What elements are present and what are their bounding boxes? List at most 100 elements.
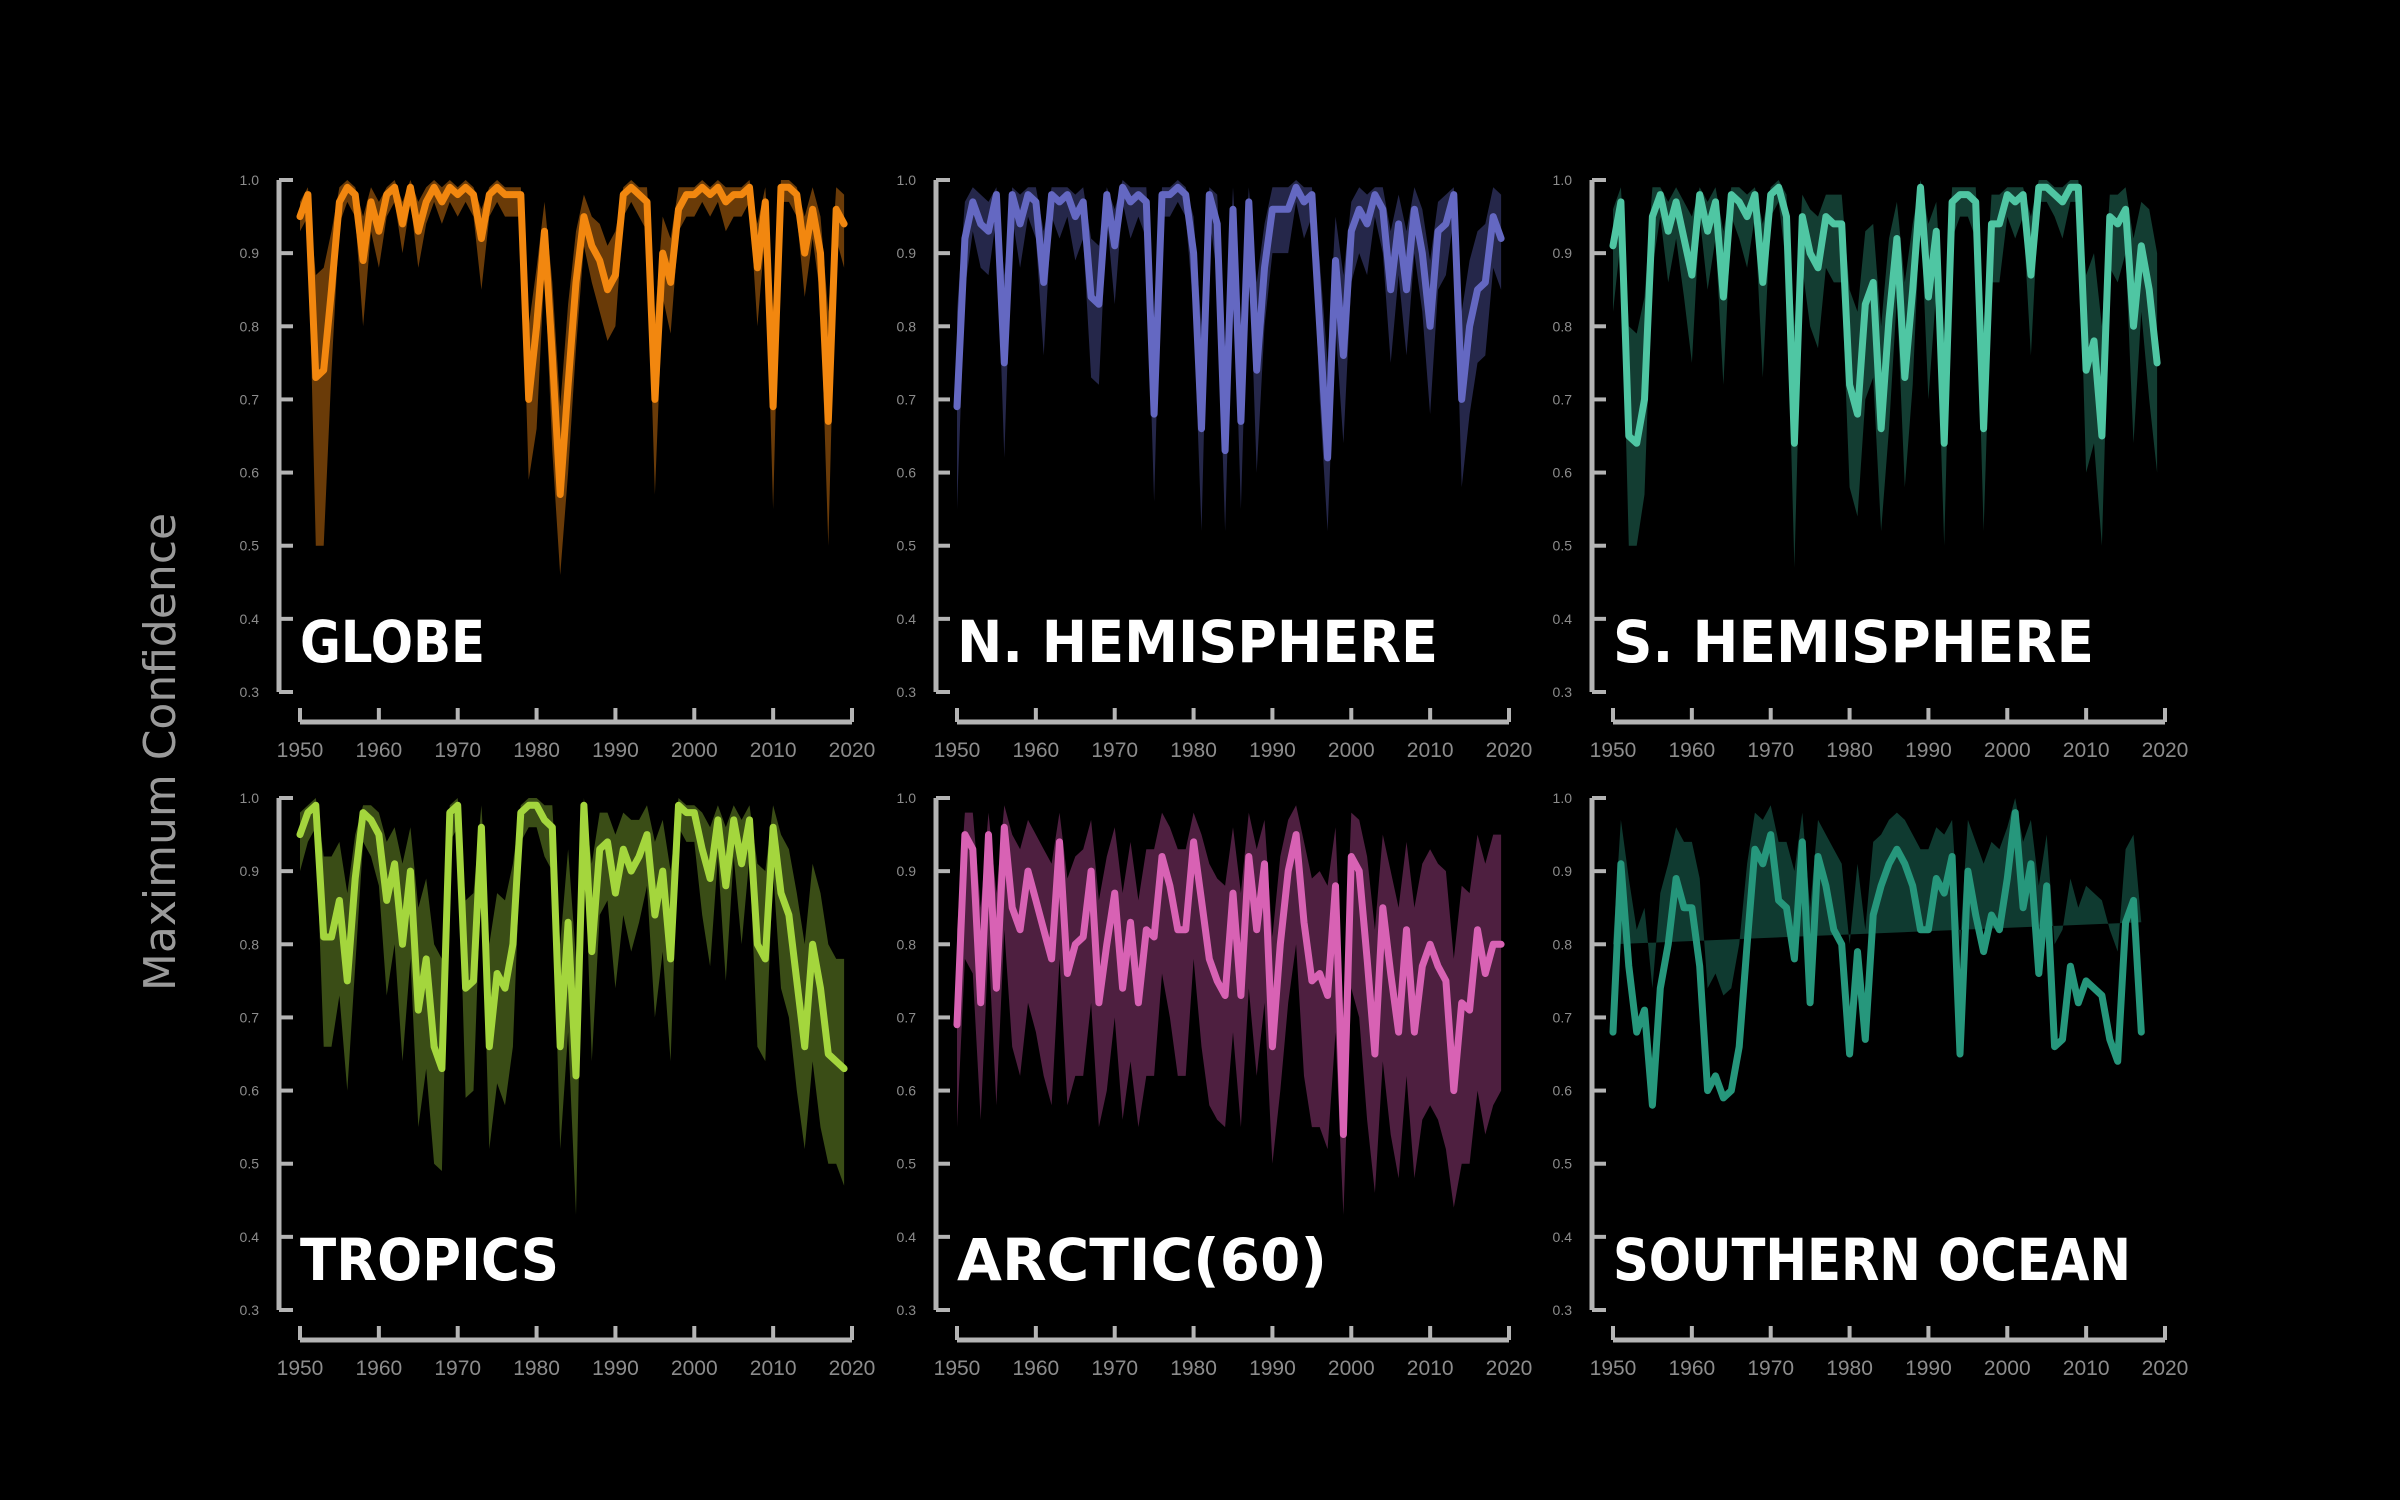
panel-title-arctic-60: ARCTIC(60) <box>957 1226 1327 1294</box>
x-tick-label: 1960 <box>1012 739 1059 762</box>
y-tick-label: 0.9 <box>240 245 260 261</box>
y-tick-label: 0.7 <box>897 391 917 407</box>
x-tick-label: 2010 <box>1407 1357 1454 1380</box>
y-tick-label: 0.7 <box>1553 391 1573 407</box>
panel-title-globe: GLOBE <box>300 608 485 676</box>
x-tick-label: 2010 <box>2063 739 2110 762</box>
y-tick-label: 0.5 <box>240 538 260 554</box>
y-tick-label: 0.5 <box>897 538 917 554</box>
y-tick-label: 0.6 <box>897 465 917 481</box>
y-tick-label: 0.3 <box>897 684 917 700</box>
panel-tropics: 0.3 0.4 0.5 0.6 0.7 0.8 0.9 1.0 1950 1960 1970 1980… <box>240 790 876 1380</box>
x-tick-label: 1950 <box>934 739 981 762</box>
x-tick-label: 1980 <box>1170 739 1217 762</box>
x-tick-label: 1980 <box>1170 1357 1217 1380</box>
y-tick-label: 0.3 <box>240 684 260 700</box>
x-tick-label: 2020 <box>2142 1357 2189 1380</box>
x-tick-label: 1960 <box>355 739 402 762</box>
x-tick-label: 1980 <box>513 739 560 762</box>
series-line-arctic-60 <box>953 823 1505 1138</box>
panels-grid: 0.3 0.4 0.5 0.6 0.7 0.8 0.9 1.0 1950 1960 1970 1980… <box>240 172 2189 1380</box>
y-tick-label: 0.5 <box>897 1156 917 1172</box>
y-axis-label: Maximum Confidence <box>135 513 186 991</box>
y-tick-label: 0.4 <box>897 611 917 627</box>
y-tick-label: 0.6 <box>240 1083 260 1099</box>
y-tick-label: 0.8 <box>1553 936 1573 952</box>
panel-title-s-hemisphere: S. HEMISPHERE <box>1613 608 2094 676</box>
x-tick-label: 1960 <box>1668 739 1715 762</box>
y-tick-label: 0.9 <box>897 863 917 879</box>
y-tick-label: 0.3 <box>1553 684 1573 700</box>
y-tick-label: 0.6 <box>1553 1083 1573 1099</box>
x-tick-label: 1990 <box>1905 739 1952 762</box>
panel-n-hemisphere: 0.3 0.4 0.5 0.6 0.7 0.8 0.9 1.0 1950 1960 1970 1980… <box>897 172 1533 762</box>
x-tick-label: 2010 <box>2063 1357 2110 1380</box>
series-line-globe <box>296 183 848 498</box>
y-tick-label: 0.6 <box>1553 465 1573 481</box>
y-tick-label: 0.5 <box>240 1156 260 1172</box>
x-tick-label: 1950 <box>1590 739 1637 762</box>
panel-title-tropics: TROPICS <box>300 1226 559 1294</box>
y-tick-label: 1.0 <box>1553 790 1573 806</box>
x-tick-label: 1980 <box>1826 1357 1873 1380</box>
x-tick-label: 2020 <box>829 1357 876 1380</box>
y-tick-label: 0.8 <box>240 318 260 334</box>
panel-globe: 0.3 0.4 0.5 0.6 0.7 0.8 0.9 1.0 1950 1960 1970 1980… <box>240 172 876 762</box>
y-tick-label: 0.8 <box>1553 318 1573 334</box>
series-line-n-hemisphere <box>953 183 1505 462</box>
y-tick-label: 1.0 <box>897 790 917 806</box>
x-tick-label: 1950 <box>277 739 324 762</box>
x-tick-label: 2010 <box>750 739 797 762</box>
x-tick-label: 2000 <box>1984 1357 2031 1380</box>
series-line-s-hemisphere <box>1609 183 2161 447</box>
x-tick-label: 2000 <box>671 739 718 762</box>
x-tick-label: 2020 <box>1486 739 1533 762</box>
x-tick-label: 2000 <box>1328 739 1375 762</box>
panel-title-southern-ocean: SOUTHERN OCEAN <box>1613 1226 2131 1294</box>
x-tick-label: 2010 <box>750 1357 797 1380</box>
x-tick-label: 2000 <box>671 1357 718 1380</box>
y-tick-label: 0.6 <box>897 1083 917 1099</box>
x-tick-label: 1970 <box>1747 1357 1794 1380</box>
y-tick-label: 0.4 <box>897 1229 917 1245</box>
y-tick-label: 0.4 <box>1553 1229 1573 1245</box>
x-tick-label: 1960 <box>355 1357 402 1380</box>
y-tick-label: 0.9 <box>1553 863 1573 879</box>
y-tick-label: 0.6 <box>240 465 260 481</box>
x-tick-label: 1960 <box>1668 1357 1715 1380</box>
y-tick-label: 1.0 <box>240 790 260 806</box>
x-tick-label: 1970 <box>434 1357 481 1380</box>
y-tick-label: 0.8 <box>897 318 917 334</box>
x-tick-label: 1990 <box>1249 739 1296 762</box>
y-tick-label: 0.9 <box>1553 245 1573 261</box>
y-tick-label: 0.4 <box>240 611 260 627</box>
x-tick-label: 2020 <box>1486 1357 1533 1380</box>
y-tick-label: 0.7 <box>240 1009 260 1025</box>
y-tick-label: 1.0 <box>1553 172 1573 188</box>
x-tick-label: 1990 <box>592 739 639 762</box>
y-tick-label: 0.9 <box>897 245 917 261</box>
y-tick-label: 1.0 <box>240 172 260 188</box>
x-tick-label: 2010 <box>1407 739 1454 762</box>
y-tick-label: 0.4 <box>1553 611 1573 627</box>
panel-southern-ocean: 0.3 0.4 0.5 0.6 0.7 0.8 0.9 1.0 1950 1960 1970 1980… <box>1553 790 2189 1380</box>
panel-arctic-60: 0.3 0.4 0.5 0.6 0.7 0.8 0.9 1.0 1950 1960 1970 1980… <box>897 790 1533 1380</box>
x-tick-label: 2020 <box>829 739 876 762</box>
y-tick-label: 0.5 <box>1553 1156 1573 1172</box>
x-tick-label: 1990 <box>592 1357 639 1380</box>
x-tick-label: 1950 <box>1590 1357 1637 1380</box>
x-tick-label: 1970 <box>1747 739 1794 762</box>
series-line-southern-ocean <box>1609 809 2145 1109</box>
y-tick-label: 0.8 <box>240 936 260 952</box>
x-tick-label: 1980 <box>513 1357 560 1380</box>
x-tick-label: 2000 <box>1328 1357 1375 1380</box>
x-tick-label: 2020 <box>2142 739 2189 762</box>
x-tick-label: 1970 <box>1091 739 1138 762</box>
x-tick-label: 1950 <box>277 1357 324 1380</box>
y-tick-label: 0.3 <box>897 1302 917 1318</box>
series-line-tropics <box>296 801 848 1080</box>
y-tick-label: 0.3 <box>240 1302 260 1318</box>
x-tick-label: 1970 <box>434 739 481 762</box>
x-tick-label: 1950 <box>934 1357 981 1380</box>
x-tick-label: 1970 <box>1091 1357 1138 1380</box>
